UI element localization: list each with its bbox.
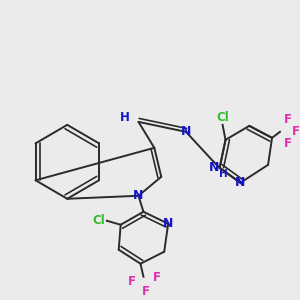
Text: N: N xyxy=(208,161,219,174)
Text: H: H xyxy=(219,169,228,179)
Text: H: H xyxy=(120,111,130,124)
Text: N: N xyxy=(133,189,144,202)
Text: N: N xyxy=(235,176,246,189)
Text: F: F xyxy=(284,113,292,126)
Text: N: N xyxy=(163,217,173,230)
Text: Cl: Cl xyxy=(92,214,105,227)
Text: F: F xyxy=(128,275,136,288)
Text: F: F xyxy=(141,285,149,298)
Text: F: F xyxy=(292,125,300,138)
Text: N: N xyxy=(181,125,191,138)
Text: Cl: Cl xyxy=(216,111,229,124)
Text: F: F xyxy=(284,137,292,150)
Text: F: F xyxy=(153,271,161,284)
